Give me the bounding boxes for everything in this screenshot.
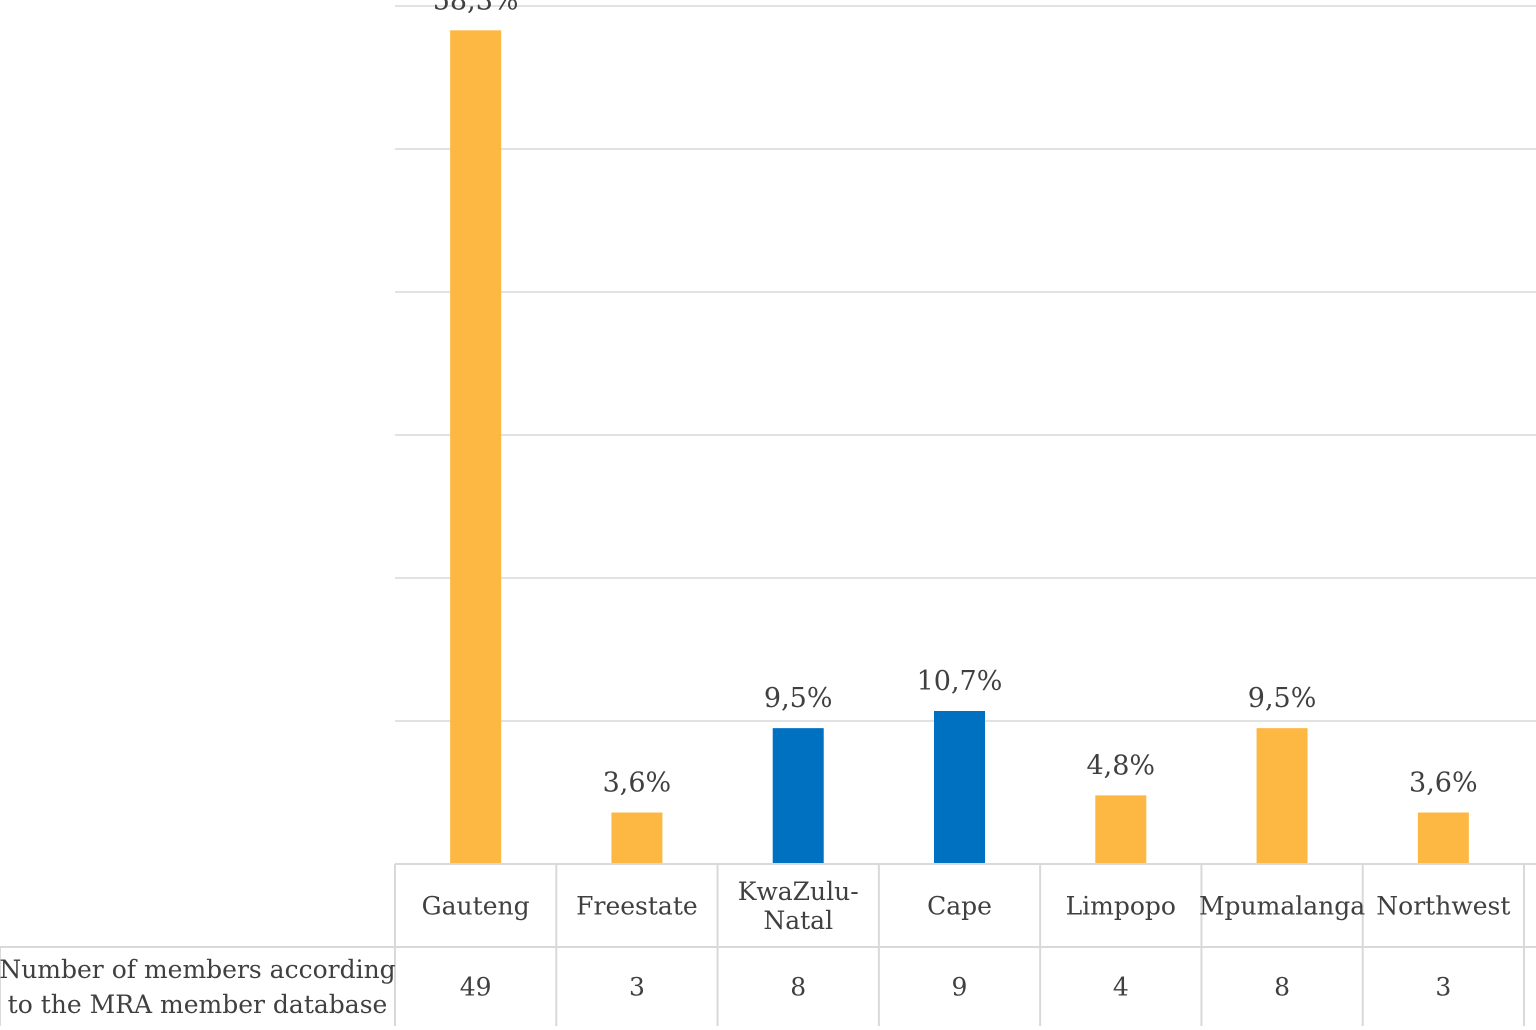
table-cell-value-1: 3 xyxy=(629,973,645,1002)
bar-4 xyxy=(1095,795,1147,864)
table-row-label: Number of members according xyxy=(0,955,396,984)
category-label-4: Limpopo xyxy=(1066,892,1176,921)
table-cell-value-5: 8 xyxy=(1274,973,1290,1002)
data-label-2: 9,5% xyxy=(764,683,833,714)
bar-0 xyxy=(450,30,502,865)
category-label-5: Mpumalanga xyxy=(1199,892,1365,921)
category-label-2: KwaZulu- xyxy=(738,877,859,906)
table-cell-value-2: 8 xyxy=(790,973,806,1002)
category-label-2: Natal xyxy=(763,906,833,935)
category-label-3: Cape xyxy=(927,892,992,921)
bar-6 xyxy=(1417,812,1469,864)
data-label-0: 58,3% xyxy=(433,0,519,16)
table-cell-value-4: 4 xyxy=(1113,973,1129,1002)
table-cell-value-3: 9 xyxy=(952,973,968,1002)
bar-5 xyxy=(1256,728,1308,864)
data-label-3: 10,7% xyxy=(917,666,1003,697)
table-row-label: to the MRA member database xyxy=(8,990,388,1019)
data-label-4: 4,8% xyxy=(1086,750,1155,781)
bar-2 xyxy=(772,728,824,864)
table-cell-value-0: 49 xyxy=(460,973,492,1002)
data-label-5: 9,5% xyxy=(1248,683,1317,714)
table-cell-value-6: 3 xyxy=(1435,973,1451,1002)
category-label-0: Gauteng xyxy=(422,892,530,921)
category-label-6: Northwest xyxy=(1376,892,1510,921)
data-label-1: 3,6% xyxy=(603,768,672,799)
category-label-1: Freestate xyxy=(576,892,698,921)
bar-1 xyxy=(611,812,663,864)
data-label-6: 3,6% xyxy=(1409,768,1478,799)
bar-3 xyxy=(934,710,985,864)
